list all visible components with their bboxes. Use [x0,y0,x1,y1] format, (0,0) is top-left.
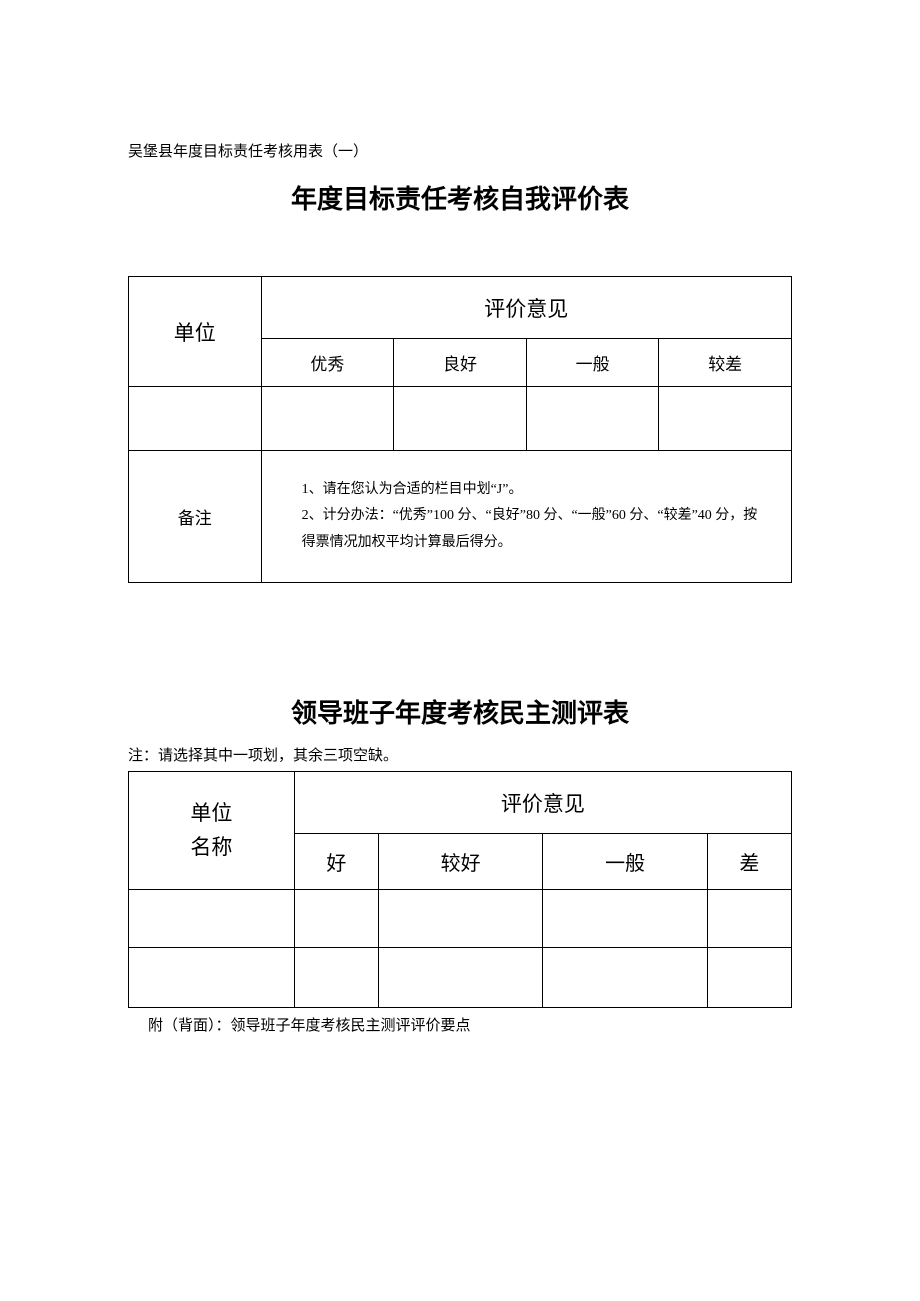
empty-cell [543,948,707,1008]
democratic-evaluation-table: 单位名称 评价意见 好 较好 一般 差 [128,771,792,1008]
empty-cell [261,387,394,451]
empty-cell [129,387,262,451]
empty-cell [707,890,791,948]
unit-name-label-cell: 单位名称 [129,772,295,890]
sub-header-good2: 好 [294,834,378,890]
empty-cell [543,890,707,948]
table-row [129,387,792,451]
notes-content-cell: 1、请在您认为合适的栏目中划“J”。 2、计分办法：“优秀”100 分、“良好”… [261,451,791,583]
title-section-2: 领导班子年度考核民主测评表 [128,693,792,730]
sub-header-poor: 较差 [659,339,792,387]
sub-header-bad: 差 [707,834,791,890]
unit-label-cell: 单位 [129,277,262,387]
self-evaluation-table: 单位 评价意见 优秀 良好 一般 较差 备注 1、请在您认为合适的栏目中划“J”… [128,276,792,583]
document-header: 吴堡县年度目标责任考核用表（一） [128,140,792,161]
title-section-1: 年度目标责任考核自我评价表 [128,179,792,216]
notes-label-cell: 备注 [129,451,262,583]
table-row [129,890,792,948]
sub-header-better: 较好 [378,834,542,890]
empty-cell [526,387,659,451]
sub-header-average: 一般 [526,339,659,387]
opinion-header-cell-2: 评价意见 [294,772,791,834]
sub-header-excellent: 优秀 [261,339,394,387]
sub-header-good: 良好 [394,339,527,387]
empty-cell [129,890,295,948]
empty-cell [707,948,791,1008]
note-text: 注：请选择其中一项划，其余三项空缺。 [128,744,792,765]
table-row [129,948,792,1008]
opinion-header-cell: 评价意见 [261,277,791,339]
sub-header-average2: 一般 [543,834,707,890]
empty-cell [294,890,378,948]
empty-cell [394,387,527,451]
empty-cell [659,387,792,451]
empty-cell [129,948,295,1008]
empty-cell [378,948,542,1008]
empty-cell [378,890,542,948]
empty-cell [294,948,378,1008]
footer-note: 附（背面）：领导班子年度考核民主测评评价要点 [128,1014,792,1035]
